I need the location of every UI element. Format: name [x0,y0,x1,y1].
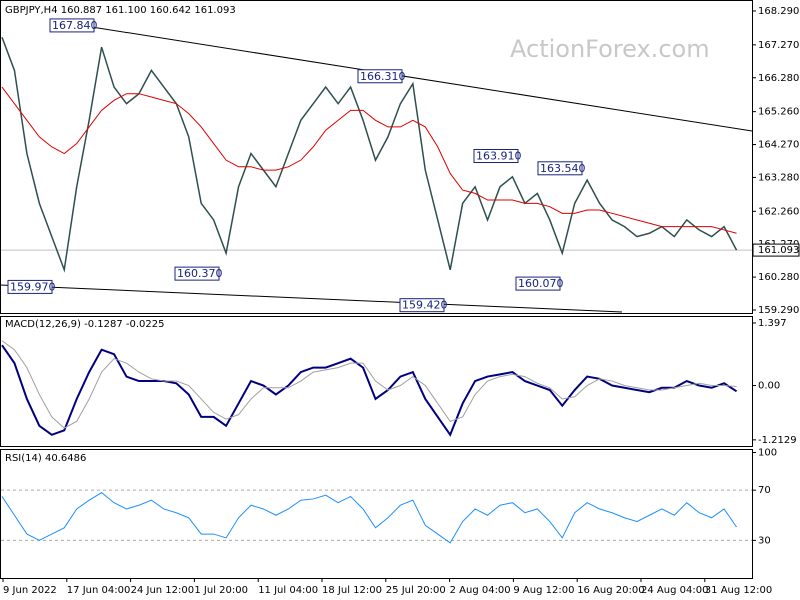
price-panel [0,0,753,314]
annotation: 159.420 [402,299,448,312]
y-tick-label: 164.270 [758,140,799,151]
y-tick-label: 160.280 [758,272,799,283]
annotation-box [515,276,561,291]
trendline [0,284,623,313]
annotation-box [357,69,403,84]
annotation: 160.370 [177,267,223,280]
y-tick-label: 30 [758,535,771,546]
annotation-box [473,149,519,164]
annotation-box [537,161,583,176]
x-tick-label: 11 Jul 04:00 [258,585,318,596]
annotation: 163.910 [476,150,522,163]
x-tick-label: 25 Jul 20:00 [386,585,446,596]
annotation: 160.070 [518,277,564,290]
current-price: 161.093 [758,245,799,256]
watermark: ActionForex.com [510,35,710,63]
y-tick-label: -1.2129 [758,435,797,446]
x-tick-label: 17 Jun 04:00 [67,585,131,596]
y-tick-label: 167.270 [758,40,799,51]
x-tick-label: 31 Aug 12:00 [705,585,772,596]
annotation-box [174,266,220,281]
y-tick-label: 168.290 [758,6,799,17]
panel-title: MACD(12,26,9) -0.1287 -0.0225 [5,319,165,330]
y-tick-label: 165.260 [758,107,799,118]
annotation-box [49,18,95,33]
x-tick-label: 9 Jun 2022 [3,585,57,596]
y-tick-label: 162.260 [758,206,799,217]
annotation: 163.540 [540,162,586,175]
series-line [1,36,738,273]
annotation-box [399,298,445,313]
y-tick-label: 159.290 [758,305,799,316]
x-tick-label: 24 Aug 04:00 [641,585,708,596]
price-box [752,243,800,257]
x-tick-label: 2 Aug 04:00 [450,585,511,596]
rsi-panel [0,449,753,579]
x-tick-label: 24 Jun 12:00 [131,585,195,596]
x-tick-label: 1 Jul 20:00 [194,585,248,596]
chart-title: GBPJPY,H4 160.887 161.100 160.642 161.09… [5,5,236,16]
y-tick-label: 166.280 [758,73,799,84]
y-tick-label: 1.397 [758,318,787,329]
annotation: 166.310 [360,70,406,83]
y-tick-label: 0.00 [758,381,780,392]
macd-panel [0,316,753,447]
x-tick-label: 9 Aug 12:00 [513,585,574,596]
annotation-box [7,279,53,294]
trendline [59,21,753,132]
y-tick-label: 70 [758,485,771,496]
x-tick-label: 16 Aug 20:00 [577,585,644,596]
panel-title: RSI(14) 40.6486 [5,453,86,464]
series-line [1,340,737,429]
y-tick-label: 163.280 [758,172,799,183]
series-line [1,344,738,437]
series-line [1,86,737,234]
x-tick-label: 18 Jul 12:00 [322,585,382,596]
y-tick-label: 100 [758,448,777,459]
annotation: 159.970 [10,280,56,293]
annotation: 167.840 [52,19,98,32]
series-line [1,492,737,544]
